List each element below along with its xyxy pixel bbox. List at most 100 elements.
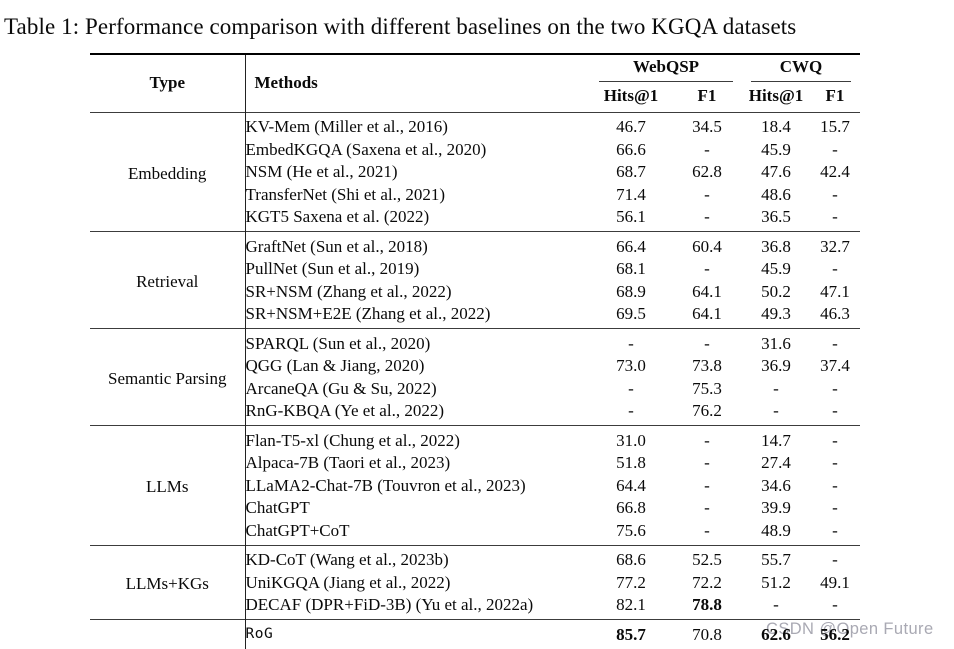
metric-value: 34.6 xyxy=(761,475,791,495)
metric-value: 68.9 xyxy=(616,281,646,301)
metric-value: 72.2 xyxy=(692,572,722,592)
metric-value: - xyxy=(832,453,838,473)
metric-value: 49.1 xyxy=(820,572,850,592)
table-row: NSM (He et al., 2021) 68.7 62.8 47.6 42.4 xyxy=(90,160,860,184)
metric-value: 48.6 xyxy=(761,184,791,204)
method-name: ArcaneQA (Gu & Su, 2022) xyxy=(244,377,590,400)
metric-value: 82.1 xyxy=(616,595,646,615)
metric-value: 34.5 xyxy=(672,111,742,139)
metric-value: 66.6 xyxy=(616,139,646,159)
table-section: Retrieval GraftNet (Sun et al., 2018) 66.4… xyxy=(90,231,860,329)
metric-value: 76.2 xyxy=(692,401,722,421)
method-name: RnG-KBQA (Ye et al., 2022) xyxy=(244,399,590,426)
method-name: QGG (Lan & Jiang, 2020) xyxy=(244,354,590,378)
table-row: PullNet (Sun et al., 2019) 68.1 - 45.9 - xyxy=(90,257,860,281)
metric-value: - xyxy=(773,401,779,421)
method-name: PullNet (Sun et al., 2019) xyxy=(244,257,590,281)
metric-value: 71.4 xyxy=(616,184,646,204)
metric-value: 18.4 xyxy=(742,111,810,139)
cwq-label: CWQ xyxy=(751,58,851,82)
metric-value: 69.5 xyxy=(616,304,646,324)
col-header-cwq-hits1: Hits@1 xyxy=(748,85,804,105)
header-row-metrics: Hits@1 F1 Hits@1 F1 xyxy=(90,82,860,112)
metric-value: 47.6 xyxy=(761,162,791,182)
metric-value: 62.8 xyxy=(692,162,722,182)
table-row: KGT5 Saxena et al. (2022) 56.1 - 36.5 - xyxy=(90,205,860,232)
row-group-label: LLMs+KGs xyxy=(90,544,245,620)
method-name: Alpaca-7B (Taori et al., 2023) xyxy=(244,451,590,475)
col-group-cwq: CWQ xyxy=(742,54,860,82)
metric-value: - xyxy=(810,328,860,355)
table-row: Semantic Parsing SPARQL (Sun et al., 2020… xyxy=(90,328,860,426)
method-name: GraftNet (Sun et al., 2018) xyxy=(244,231,590,258)
metric-value: 56.1 xyxy=(616,207,646,227)
table-row: DECAF (DPR+FiD-3B) (Yu et al., 2022a) 82.… xyxy=(90,593,860,620)
metric-value: - xyxy=(832,520,838,540)
metric-value: - xyxy=(832,207,838,227)
metric-value: 36.9 xyxy=(761,356,791,376)
metric-value: - xyxy=(704,259,710,279)
metric-value: - xyxy=(704,184,710,204)
metric-value: 66.4 xyxy=(590,231,672,258)
metric-value: - xyxy=(704,520,710,540)
metric-value: 52.5 xyxy=(672,544,742,572)
table-row: TransferNet (Shi et al., 2021) 71.4 - 48.6 - xyxy=(90,183,860,206)
table-row: LLMs+KGs KD-CoT (Wang et al., 2023b) 68.6 5… xyxy=(90,544,860,620)
webqsp-label: WebQSP xyxy=(599,58,733,82)
row-group-label xyxy=(90,619,245,649)
metric-value: - xyxy=(704,498,710,518)
table-row: Alpaca-7B (Taori et al., 2023) 51.8 - 27.4 - xyxy=(90,451,860,475)
method-name: SPARQL (Sun et al., 2020) xyxy=(244,328,590,355)
metric-value: - xyxy=(810,544,860,572)
metric-value: 46.7 xyxy=(590,111,672,139)
metric-value: - xyxy=(832,498,838,518)
table-row: RnG-KBQA (Ye et al., 2022) - 76.2 - - xyxy=(90,399,860,426)
metric-value: 32.7 xyxy=(810,231,860,258)
metric-value: 75.6 xyxy=(616,520,646,540)
table-row: SR+NSM+E2E (Zhang et al., 2022) 69.5 64.1 4… xyxy=(90,302,860,329)
metric-value: - xyxy=(832,139,838,159)
method-name: ChatGPT xyxy=(244,496,590,520)
metric-value: 31.0 xyxy=(590,425,672,452)
metric-value: - xyxy=(832,475,838,495)
table-row: Embedding KV-Mem (Miller et al., 2016) 46.… xyxy=(90,111,860,232)
col-group-webqsp: WebQSP xyxy=(590,54,742,82)
method-name: KV-Mem (Miller et al., 2016) xyxy=(244,111,590,139)
metric-value: - xyxy=(704,207,710,227)
col-header-type: Type xyxy=(149,73,186,93)
metric-value: 48.9 xyxy=(761,520,791,540)
metric-value: 51.2 xyxy=(761,572,791,592)
metric-value: 68.6 xyxy=(590,544,672,572)
table-row: Retrieval GraftNet (Sun et al., 2018) 66.4… xyxy=(90,231,860,329)
table-row: LLMs Flan-T5-xl (Chung et al., 2022) 31.0-… xyxy=(90,425,860,546)
table-row: ChatGPT 66.8 - 39.9 - xyxy=(90,496,860,520)
table-row: ArcaneQA (Gu & Su, 2022) - 75.3 - - xyxy=(90,377,860,400)
method-name: UniKGQA (Jiang et al., 2022) xyxy=(244,571,590,594)
metric-value: 36.8 xyxy=(742,231,810,258)
metric-value: 64.4 xyxy=(616,475,646,495)
metric-value: - xyxy=(773,595,779,615)
table-row: ChatGPT+CoT 75.6 - 48.9 - xyxy=(90,519,860,546)
metric-value: - xyxy=(704,453,710,473)
metric-value: 15.7 xyxy=(810,111,860,139)
metric-value: 39.9 xyxy=(761,498,791,518)
table-row: SR+NSM (Zhang et al., 2022) 68.9 64.1 50.2 4… xyxy=(90,280,860,303)
metric-value: 45.9 xyxy=(761,259,791,279)
metric-value: 85.7 xyxy=(590,619,672,649)
col-header-webqsp-hits1: Hits@1 xyxy=(603,85,659,105)
method-name: SR+NSM (Zhang et al., 2022) xyxy=(244,280,590,303)
metric-value: 68.1 xyxy=(616,259,646,279)
metric-value: 75.3 xyxy=(692,378,722,398)
metric-value: 56.2 xyxy=(810,619,860,649)
metric-value: 42.4 xyxy=(820,162,850,182)
method-name: LLaMA2-Chat-7B (Touvron et al., 2023) xyxy=(244,474,590,497)
metric-value: 14.7 xyxy=(742,425,810,452)
table-row: QGG (Lan & Jiang, 2020) 73.0 73.8 36.9 37.4 xyxy=(90,354,860,378)
metric-value: - xyxy=(704,139,710,159)
metric-value: - xyxy=(672,425,742,452)
metric-value: - xyxy=(832,259,838,279)
table-row: UniKGQA (Jiang et al., 2022) 77.2 72.2 51.2… xyxy=(90,571,860,594)
method-name: KD-CoT (Wang et al., 2023b) xyxy=(244,544,590,572)
metric-value: - xyxy=(832,184,838,204)
